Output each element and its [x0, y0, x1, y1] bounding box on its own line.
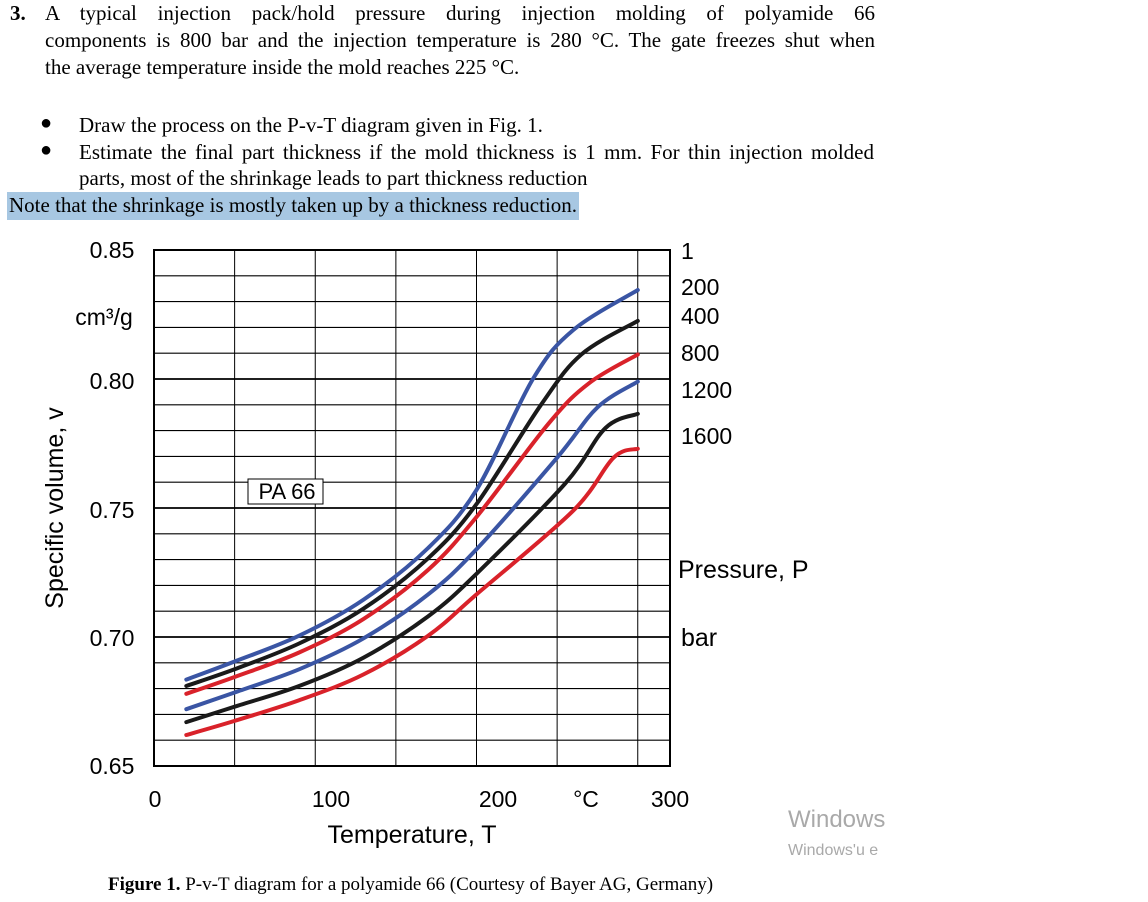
windows-watermark-line-2: Windows'u e	[788, 842, 879, 859]
isobar-400-bar	[184, 352, 640, 696]
legend-pressure-1600: 1600	[681, 423, 732, 449]
figure-caption-label: Figure 1.	[108, 874, 181, 895]
bullet-dot-2: ●	[40, 139, 53, 161]
isobar-200-bar	[184, 318, 640, 688]
y-unit-label: cm³/g	[75, 304, 133, 330]
chart-series	[184, 288, 640, 737]
x-tick-label: 300	[651, 786, 689, 812]
x-tick-label: 100	[312, 786, 350, 812]
bullet-2-line-2: parts, most of the shrinkage leads to pa…	[79, 166, 588, 190]
chart-grid	[154, 250, 670, 766]
legend-pressure-1200: 1200	[681, 377, 732, 403]
windows-watermark-line-1: Windows	[788, 806, 886, 833]
legend-pressure-200: 200	[681, 274, 719, 300]
problem-line-3: the average temperature inside the mold …	[45, 55, 520, 79]
y-tick-label: 0.85	[90, 237, 135, 263]
plot-frame	[153, 249, 671, 767]
legend-pressure-1: 1	[681, 238, 694, 264]
y-axis-label: Specific volume, v	[41, 407, 69, 609]
figure-caption-text: P-v-T diagram for a polyamide 66 (Courte…	[180, 874, 714, 895]
y-tick-label: 0.80	[90, 368, 135, 394]
x-tick-label: 0	[149, 786, 162, 812]
bullet-2-line-1: Estimate the final part thickness if the…	[79, 140, 874, 164]
material-label-box	[247, 478, 324, 505]
problem-line-1: A typical injection pack/hold pressure d…	[45, 1, 875, 25]
x-unit-label: °C	[573, 786, 599, 812]
isobar-800-bar	[184, 379, 640, 712]
y-tick-label: 0.75	[90, 497, 135, 523]
legend-pressure-800: 800	[681, 340, 719, 366]
material-label: PA 66	[258, 479, 315, 504]
isobar-1-bar	[184, 288, 640, 682]
bullet-dot-1: ●	[40, 112, 53, 134]
legend-unit: bar	[681, 624, 717, 652]
y-tick-label: 0.70	[90, 625, 135, 651]
problem-number: 3.	[10, 1, 26, 25]
isobar-1600-bar	[184, 446, 640, 737]
x-tick-label: 200	[479, 786, 517, 812]
legend-title: Pressure, P	[678, 556, 809, 584]
y-tick-label: 0.65	[90, 753, 135, 779]
legend-pressure-400: 400	[681, 303, 719, 329]
highlighted-note: Note that the shrinkage is mostly taken …	[7, 192, 580, 220]
isobar-1200-bar	[184, 411, 640, 725]
problem-line-2: components is 800 bar and the injection …	[45, 28, 875, 52]
bullet-1-line-1: Draw the process on the P-v-T diagram gi…	[79, 113, 543, 137]
x-axis-label: Temperature, T	[327, 821, 496, 849]
figure-caption: Figure 1. P-v-T diagram for a polyamide …	[108, 874, 713, 896]
